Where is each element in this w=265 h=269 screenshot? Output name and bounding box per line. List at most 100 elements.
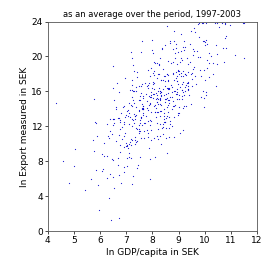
Point xyxy=(187,93,191,98)
Point xyxy=(186,88,190,92)
Point xyxy=(179,56,183,60)
Point xyxy=(159,78,164,82)
Point xyxy=(132,114,137,118)
Title: as an average over the period, 1997-2003: as an average over the period, 1997-2003 xyxy=(63,10,241,19)
Point xyxy=(148,102,152,106)
Point xyxy=(214,43,218,47)
Point xyxy=(182,89,187,93)
Point xyxy=(73,147,77,151)
Point xyxy=(158,122,162,126)
Point xyxy=(202,105,206,109)
Point xyxy=(123,115,127,119)
Point xyxy=(151,71,155,75)
Point xyxy=(168,41,172,45)
Point xyxy=(183,72,187,76)
Point xyxy=(118,149,123,154)
Point xyxy=(136,98,141,102)
Point xyxy=(105,175,109,180)
Point xyxy=(152,81,156,85)
Point xyxy=(175,79,179,83)
Point xyxy=(179,49,184,53)
Point xyxy=(111,116,115,121)
Point xyxy=(118,127,122,132)
Point xyxy=(154,97,158,101)
Point xyxy=(134,140,139,144)
Point xyxy=(198,74,203,78)
Point xyxy=(153,103,157,108)
Point xyxy=(91,138,95,142)
Point xyxy=(158,78,163,82)
Point xyxy=(111,157,115,162)
Point xyxy=(169,61,173,65)
Point xyxy=(122,104,126,108)
Point xyxy=(127,111,131,115)
Point xyxy=(116,156,121,160)
Point xyxy=(223,22,227,26)
Point xyxy=(151,82,155,87)
Point xyxy=(177,72,181,76)
Point xyxy=(132,101,136,105)
Point xyxy=(167,87,171,91)
Point xyxy=(176,69,180,73)
Point xyxy=(182,38,186,43)
Point xyxy=(67,181,71,185)
Point xyxy=(149,95,153,100)
Point xyxy=(112,98,116,102)
Point xyxy=(148,123,152,127)
Point xyxy=(178,85,182,89)
Point xyxy=(207,75,211,80)
Point xyxy=(153,109,157,114)
Point xyxy=(171,60,175,65)
Point xyxy=(213,21,217,26)
Point xyxy=(93,119,97,124)
Point xyxy=(97,207,101,212)
Point xyxy=(158,56,162,60)
Point xyxy=(147,145,151,150)
Point xyxy=(159,103,164,107)
Point xyxy=(164,126,169,130)
Point xyxy=(167,135,171,139)
Point xyxy=(192,48,196,53)
Point xyxy=(143,114,148,118)
Point xyxy=(162,120,166,124)
Point xyxy=(141,94,145,98)
Point xyxy=(134,126,138,130)
Point xyxy=(155,100,159,104)
Point xyxy=(153,110,157,115)
Point xyxy=(204,38,209,42)
Point xyxy=(182,44,187,49)
Point xyxy=(137,131,141,135)
Point xyxy=(129,156,133,160)
Point xyxy=(140,122,144,127)
Point xyxy=(143,92,148,97)
Point xyxy=(160,47,164,51)
Point xyxy=(175,97,179,101)
Point xyxy=(164,97,168,101)
Point xyxy=(170,95,175,99)
Point xyxy=(211,61,215,65)
Point xyxy=(118,120,122,124)
Point xyxy=(166,78,170,83)
Point xyxy=(158,91,162,95)
Point xyxy=(181,106,185,110)
Point xyxy=(159,94,163,98)
Point xyxy=(122,134,126,138)
Point xyxy=(139,84,143,89)
Point xyxy=(179,70,183,75)
Point xyxy=(171,103,175,108)
Point xyxy=(186,80,190,84)
Point xyxy=(172,78,176,82)
Point xyxy=(126,108,130,112)
Point xyxy=(134,113,138,117)
Point xyxy=(148,138,153,142)
Point xyxy=(111,122,115,127)
Point xyxy=(192,25,196,30)
Point xyxy=(180,97,184,101)
Point xyxy=(185,81,189,85)
Point xyxy=(123,131,127,135)
X-axis label: ln GDP/capita in SEK: ln GDP/capita in SEK xyxy=(106,248,199,257)
Point xyxy=(207,51,211,55)
Point xyxy=(138,98,142,103)
Point xyxy=(182,93,186,97)
Point xyxy=(124,144,128,148)
